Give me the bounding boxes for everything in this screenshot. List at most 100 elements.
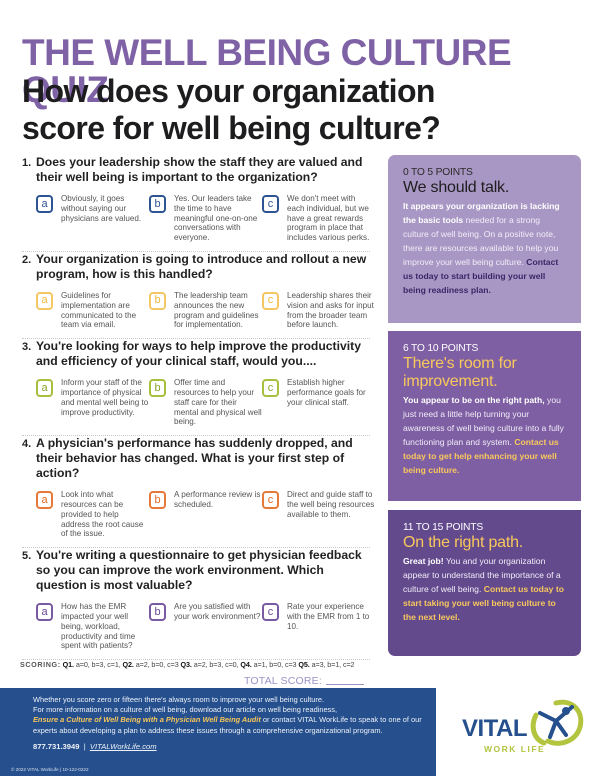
phone-number[interactable]: 877.731.3949	[33, 741, 80, 751]
result-cta[interactable]: Contact us today to start taking your we…	[403, 584, 564, 622]
scoring-q4-values: a=1, b=0, c=3	[253, 660, 297, 669]
result-body: Great job! You and your organization app…	[403, 554, 567, 624]
dotted-divider	[22, 250, 370, 252]
result-lead: You appear to be on the right path,	[403, 395, 545, 405]
result-heading: There's room for improvement.	[403, 355, 517, 390]
scoring-q3-values: a=2, b=3, c=0,	[193, 660, 239, 669]
dotted-divider	[22, 338, 370, 340]
website-link[interactable]: VITALWorkLife.com	[89, 741, 157, 751]
answer-text: We don't meet with each individual, but …	[287, 194, 370, 243]
copyright: © 2022 VITAL WorkLife | 10-122-0222	[11, 767, 89, 772]
scoring-q5-label: Q5.	[298, 660, 310, 669]
contact-separator: |	[83, 741, 86, 751]
answer-text: Establish higher performance goals for y…	[287, 378, 366, 407]
question-text: Does your leadership show the staff they…	[36, 155, 363, 184]
answer-text: Are you satisfied with your work environ…	[174, 602, 261, 621]
question-number: 5.	[22, 550, 32, 563]
answer-letter-badge: b	[149, 195, 166, 213]
questions-list: 1. Does your leadership show the staff t…	[22, 155, 374, 661]
answer-text: Leadership shares their vision and asks …	[287, 290, 374, 330]
footer-line-1: Whether you score zero or fifteen there'…	[33, 695, 325, 704]
result-box-11-15: 11 TO 15 POINTS On the right path. Great…	[388, 510, 581, 656]
answer-option-a[interactable]: a How has the EMR impacted your well bei…	[36, 602, 149, 651]
answer-text: Yes. Our leaders take the time to have m…	[174, 194, 258, 243]
dotted-divider	[22, 547, 370, 549]
answer-option-c[interactable]: c Direct and guide staff to the well bei…	[262, 490, 375, 539]
answer-option-b[interactable]: b Offer time and resources to help your …	[149, 378, 262, 427]
dotted-divider	[22, 659, 370, 661]
answer-option-b[interactable]: b Yes. Our leaders take the time to have…	[149, 194, 262, 243]
answer-text: The leadership team announces the new pr…	[174, 290, 259, 330]
answer-option-b[interactable]: b A performance review is scheduled.	[149, 490, 262, 539]
answer-text: Direct and guide staff to the well being…	[287, 490, 375, 519]
question-number: 4.	[22, 438, 32, 451]
question-text: You're writing a questionnaire to get ph…	[36, 548, 362, 593]
answer-option-c[interactable]: c Establish higher performance goals for…	[262, 378, 375, 427]
result-box-6-10: 6 TO 10 POINTS There's room for improvem…	[388, 331, 581, 501]
logo-wordmark: VITAL	[462, 715, 528, 742]
scoring-key: SCORING: Q1. a=0, b=3, c=1, Q2. a=2, b=0…	[20, 660, 370, 669]
footer-line-3: or contact VITAL WorkLife to speak to on…	[33, 715, 422, 735]
answer-option-c[interactable]: c We don't meet with each individual, bu…	[262, 194, 375, 243]
question-4: 4. A physician's performance has suddenl…	[22, 436, 374, 547]
question-2: 2. Your organization is going to introdu…	[22, 251, 374, 338]
scoring-q4-label: Q4.	[240, 660, 252, 669]
answer-option-a[interactable]: a Guidelines for implementation are comm…	[36, 291, 149, 330]
answer-option-c[interactable]: c Rate your experience with the EMR from…	[262, 602, 375, 651]
scoring-q1-label: Q1.	[62, 660, 74, 669]
scoring-q2-values: a=2, b=0, c=3	[135, 660, 179, 669]
result-box-0-5: 0 TO 5 POINTS We should talk. It appears…	[388, 155, 581, 323]
answer-option-a[interactable]: a Obviously, it goes without saying our …	[36, 194, 149, 243]
question-text: A physician's performance has suddenly d…	[36, 436, 353, 481]
answer-letter-badge: c	[262, 491, 279, 510]
vital-worklife-logo: VITAL WORK LIFE	[460, 697, 590, 767]
result-body: You appear to be on the right path, you …	[403, 393, 567, 477]
answer-option-b[interactable]: b Are you satisfied with your work envir…	[149, 602, 262, 651]
total-score-label: TOTAL SCORE:	[243, 675, 322, 687]
result-body: It appears your organization is lacking …	[403, 199, 567, 297]
question-text: You're looking for ways to help improve …	[36, 339, 362, 369]
scoring-q2-label: Q2.	[122, 660, 134, 669]
answer-letter-badge: a	[36, 291, 53, 310]
question-number: 1.	[22, 157, 32, 169]
question-3: 3. You're looking for ways to help impro…	[22, 339, 370, 435]
scoring-q3-label: Q3.	[180, 660, 192, 669]
answer-text: Inform your staff of the importance of p…	[61, 378, 149, 417]
answer-letter-badge: a	[36, 195, 53, 213]
answer-letter-badge: b	[149, 603, 166, 622]
answer-letter-badge: a	[36, 491, 53, 510]
answer-letter-badge: c	[262, 603, 279, 622]
total-score-blank[interactable]	[326, 684, 364, 685]
answer-letter-badge: a	[36, 603, 53, 622]
logo-figure-icon	[530, 699, 584, 746]
answer-option-a[interactable]: a Look into what resources can be provid…	[36, 490, 149, 539]
question-5: 5. You're writing a questionnaire to get…	[22, 548, 370, 659]
answer-letter-badge: c	[262, 379, 279, 398]
answer-letter-badge: b	[149, 291, 166, 310]
result-cta[interactable]: Contact us today to get help enhancing y…	[403, 437, 559, 475]
result-heading: On the right path.	[403, 534, 524, 551]
article-link[interactable]: Ensure a Culture of Well Being with a Ph…	[33, 715, 261, 725]
quiz-subtitle: How does your organization score for wel…	[22, 73, 441, 146]
answer-option-a[interactable]: a Inform your staff of the importance of…	[36, 378, 149, 427]
result-lead: It appears your organization is lacking …	[403, 201, 560, 225]
result-text: You and your organization appear to unde…	[403, 556, 561, 594]
answer-letter-badge: b	[149, 379, 166, 398]
answer-text: A performance review is scheduled.	[174, 490, 261, 509]
question-text: Your organization is going to introduce …	[36, 251, 367, 281]
result-text: you just need a little help turning your…	[403, 395, 564, 447]
quiz-title: THE WELL BEING CULTURE QUIZ	[22, 32, 512, 110]
footer-contact: 877.731.3949 | VITALWorkLife.com	[33, 742, 436, 751]
answer-letter-badge: c	[262, 195, 279, 213]
answer-option-c[interactable]: c Leadership shares their vision and ask…	[262, 291, 375, 330]
result-range: 11 TO 15 POINTS	[403, 522, 483, 533]
answer-option-b[interactable]: b The leadership team announces the new …	[149, 291, 262, 330]
answer-text: How has the EMR impacted your well being…	[61, 602, 136, 651]
answer-text: Offer time and resources to help your st…	[174, 378, 262, 427]
result-cta[interactable]: Contact us today to start building your …	[403, 257, 559, 295]
result-text: needed for a strong culture of well bein…	[403, 215, 559, 267]
question-number: 3.	[22, 341, 32, 354]
result-range: 0 TO 5 POINTS	[403, 167, 473, 178]
dotted-divider	[22, 435, 370, 437]
answer-text: Look into what resources can be provided…	[61, 490, 144, 539]
